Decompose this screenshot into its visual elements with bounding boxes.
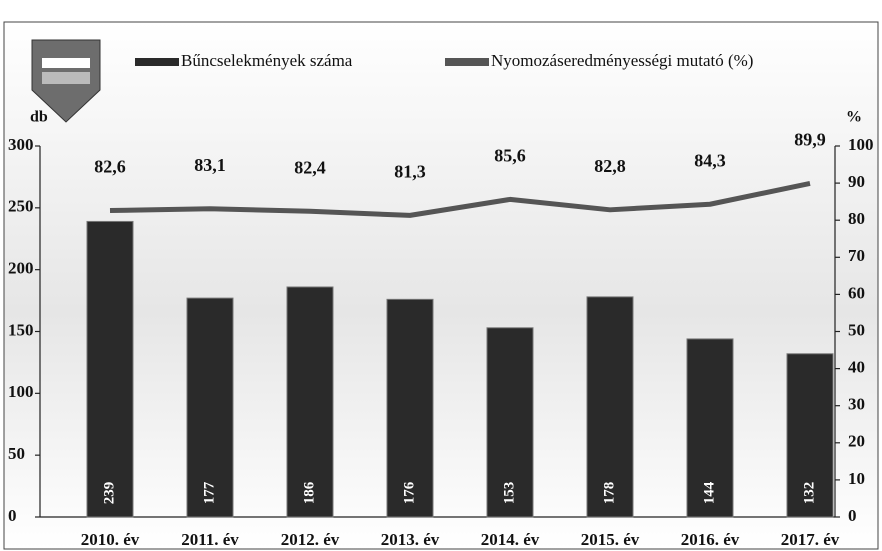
y-tick-label: 0	[8, 506, 17, 525]
x-tick-label: 2011. év	[181, 530, 239, 549]
y-tick-label: 200	[8, 259, 34, 278]
line-value-label: 89,9	[794, 130, 826, 150]
line-value-label: 85,6	[494, 146, 526, 166]
frame	[3, 21, 879, 550]
y2-tick-label: 70	[848, 246, 865, 265]
line-value-label: 82,6	[94, 157, 126, 177]
bar-value-label: 132	[801, 482, 817, 505]
logo	[31, 39, 101, 123]
legend-swatch	[135, 58, 179, 66]
bar-value-label: 153	[501, 482, 517, 505]
bar	[286, 286, 334, 518]
x-tick-label: 2016. év	[681, 530, 740, 549]
y2-tick-label: 20	[848, 432, 865, 451]
x-tick-label: 2017. év	[781, 530, 840, 549]
y-tick-label: 150	[8, 320, 34, 339]
x-tick-label: 2013. év	[381, 530, 440, 549]
y2-tick-label: 100	[848, 135, 874, 154]
bar	[86, 220, 134, 518]
y2-axis-title: %	[846, 109, 862, 126]
y2-tick-label: 10	[848, 469, 865, 488]
line-value-label: 84,3	[694, 150, 726, 170]
y-tick-label: 50	[8, 444, 25, 463]
y2-tick-label: 80	[848, 209, 865, 228]
bar-value-label: 177	[201, 481, 217, 504]
y-tick-label: 300	[8, 135, 34, 154]
y2-tick-label: 50	[848, 320, 865, 339]
legend-swatch	[445, 58, 489, 66]
bar	[686, 338, 734, 518]
y-tick-label: 100	[8, 382, 34, 401]
y-axis-title: db	[30, 109, 48, 126]
bar-value-label: 144	[701, 481, 717, 504]
line	[109, 181, 811, 218]
bar-value-label: 186	[301, 481, 317, 504]
y2-tick-label: 0	[848, 506, 857, 525]
x-tick-label: 2010. év	[81, 530, 140, 549]
line-value-label: 82,4	[294, 157, 326, 177]
line-value-label: 81,3	[394, 162, 426, 182]
legend-label: Nyomozáseredményességi mutató (%)	[491, 51, 753, 70]
bar	[486, 327, 534, 518]
x-tick-label: 2012. év	[281, 530, 340, 549]
bar-value-label: 178	[601, 482, 617, 505]
bar-value-label: 239	[101, 482, 117, 505]
bar-value-label: 176	[401, 481, 417, 504]
y-tick-label: 250	[8, 197, 34, 216]
line-value-label: 83,1	[194, 155, 226, 175]
y2-tick-label: 60	[848, 283, 865, 302]
bar	[386, 298, 434, 518]
y2-tick-label: 30	[848, 395, 865, 414]
y2-tick-label: 40	[848, 358, 865, 377]
legend-label: Bűncselekmények száma	[181, 51, 353, 70]
line-value-label: 82,8	[594, 156, 626, 176]
bar	[186, 297, 234, 518]
x-tick-label: 2014. év	[481, 530, 540, 549]
x-tick-label: 2015. év	[581, 530, 640, 549]
bar	[586, 296, 634, 518]
y2-tick-label: 90	[848, 172, 865, 191]
bar	[786, 353, 834, 518]
